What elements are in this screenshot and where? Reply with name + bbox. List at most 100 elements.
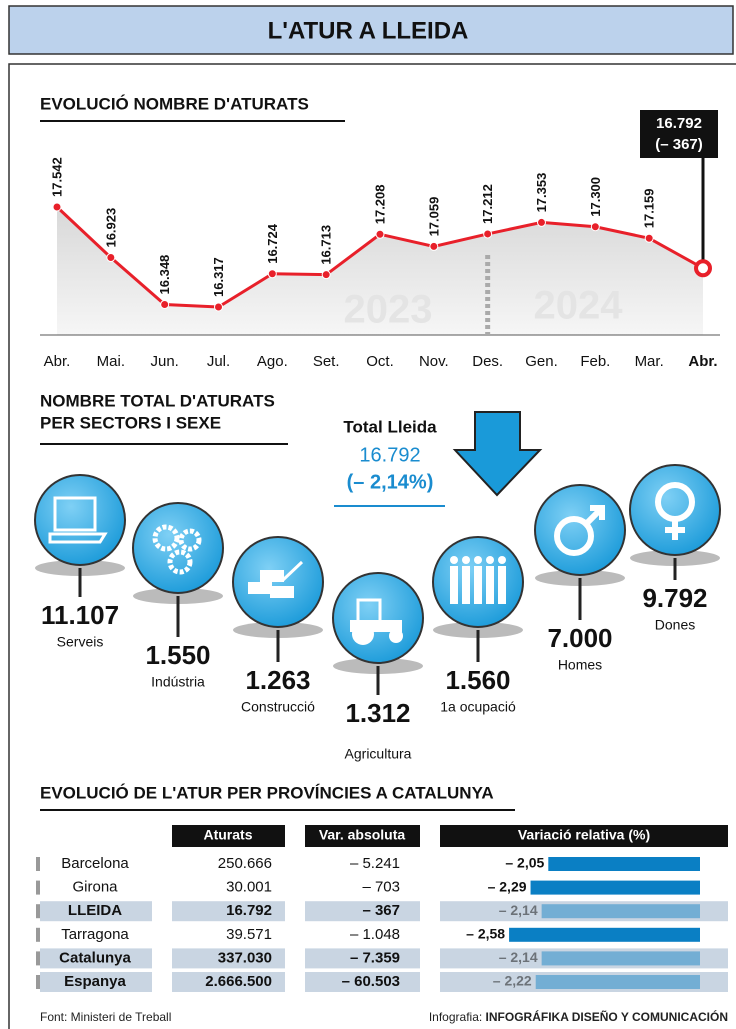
column-header-bg: [440, 825, 728, 847]
row-name: Catalunya: [59, 949, 131, 966]
bar: [541, 951, 700, 966]
bar: [509, 927, 700, 942]
value-label: 16.348: [157, 255, 172, 295]
row-var: – 703: [362, 879, 400, 896]
point: [267, 269, 277, 279]
x-tick-label: Gen.: [525, 353, 558, 370]
line-title: EVOLUCIÓ NOMBRE D'ATURATS: [40, 94, 309, 113]
annotation-value: 16.792: [656, 115, 702, 132]
sectors-title: PER SECTORS I SEXE: [40, 413, 221, 432]
credit-name: INFOGRÁFIKA DISEÑO Y COMUNICACIÓN: [486, 1009, 728, 1024]
page-title: L'ATUR A LLEIDA: [268, 17, 469, 44]
sector-value: 7.000: [547, 623, 612, 653]
row-bg: [440, 901, 728, 922]
row-name: Tarragona: [61, 926, 129, 943]
row-bg: [172, 948, 285, 969]
sector-label: Serveis: [57, 634, 104, 650]
value-label: 17.542: [49, 157, 64, 197]
icon: [352, 623, 374, 645]
row-name: Girona: [72, 879, 118, 896]
icon: [389, 629, 403, 643]
sector-value: 11.107: [41, 600, 119, 630]
x-tick-label: Jul.: [207, 353, 230, 370]
x-tick-label: Des.: [472, 353, 503, 370]
value-label: 17.212: [480, 184, 495, 224]
bar-label: – 2,05: [505, 855, 544, 871]
bar: [535, 975, 700, 989]
point: [537, 217, 546, 227]
x-tick-label: Abr.: [688, 353, 717, 370]
bar-label: – 2,14: [499, 902, 538, 918]
icon: [498, 566, 506, 604]
row-bg: [40, 948, 152, 969]
sector-value: 9.792: [642, 583, 707, 613]
row-bg: [305, 901, 420, 922]
source: Font: Ministeri de Treball: [40, 1010, 171, 1024]
row-marker: [36, 975, 40, 989]
sectors-title: NOMBRE TOTAL D'ATURATS: [40, 391, 275, 410]
icon: [152, 524, 180, 552]
disc: [534, 484, 626, 576]
bar-label: – 2,22: [493, 973, 532, 989]
sector-value: 1.550: [145, 640, 210, 670]
value-label: 16.724: [265, 223, 280, 264]
value-label: 17.300: [588, 177, 603, 217]
x-tick-label: Abr.: [44, 353, 71, 370]
bar-label: – 2,29: [488, 878, 527, 894]
icon: [53, 496, 97, 532]
area: [57, 207, 703, 335]
row-var: – 367: [362, 902, 400, 919]
header-band: [8, 5, 734, 55]
disc: [629, 464, 721, 556]
row-aturats: 2.666.500: [205, 973, 272, 990]
x-tick-label: Ago.: [257, 353, 288, 370]
icon: [270, 586, 294, 598]
sector-value: 1.560: [445, 665, 510, 695]
frame: [8, 63, 736, 1029]
table-title: EVOLUCIÓ DE L'ATUR PER PROVÍNCIES A CATA…: [40, 783, 494, 802]
sector-label: 1a ocupació: [440, 699, 516, 715]
bar: [530, 880, 700, 895]
icon: [178, 528, 202, 552]
value-label: 17.159: [642, 188, 657, 228]
icon: [450, 556, 458, 564]
row-aturats: 30.001: [226, 879, 272, 896]
icon: [583, 505, 605, 527]
bar: [548, 857, 700, 871]
x-tick-label: Feb.: [580, 353, 610, 370]
credit: Infografia: INFOGRÁFIKA DISEÑO Y COMUNIC…: [429, 1009, 728, 1024]
annotation-change: (– 367): [655, 136, 703, 153]
row-bg: [40, 901, 152, 922]
point: [644, 233, 654, 243]
row-bg: [305, 948, 420, 969]
sector-label: Dones: [655, 617, 695, 633]
icon: [462, 556, 470, 564]
point: [483, 229, 493, 239]
bar: [541, 904, 700, 919]
sector-label: Construcció: [241, 699, 315, 715]
disc: [132, 502, 224, 594]
point: [52, 202, 62, 212]
row-var: – 5.241: [350, 855, 400, 872]
year-label: 2023: [344, 288, 433, 332]
column-header: Var. absoluta: [319, 827, 406, 843]
icon: [48, 532, 108, 544]
sector-label: Homes: [558, 657, 602, 673]
row-bg: [440, 972, 728, 992]
row-marker: [36, 927, 40, 942]
point: [590, 222, 600, 232]
bar-label: – 2,58: [466, 926, 505, 942]
sector-value: 1.263: [245, 665, 310, 695]
row-name: Barcelona: [61, 855, 129, 872]
total-change: (– 2,14%): [347, 471, 434, 493]
value-label: 16.923: [103, 208, 118, 248]
point: [429, 241, 439, 251]
down-arrow: [452, 411, 543, 497]
column-header-bg: [172, 825, 285, 847]
row-var: – 1.048: [350, 926, 400, 943]
row-bg: [440, 948, 728, 969]
row-var: – 7.359: [350, 949, 400, 966]
icon: [486, 566, 494, 604]
icon: [474, 556, 482, 564]
row-var: – 60.503: [342, 973, 400, 990]
